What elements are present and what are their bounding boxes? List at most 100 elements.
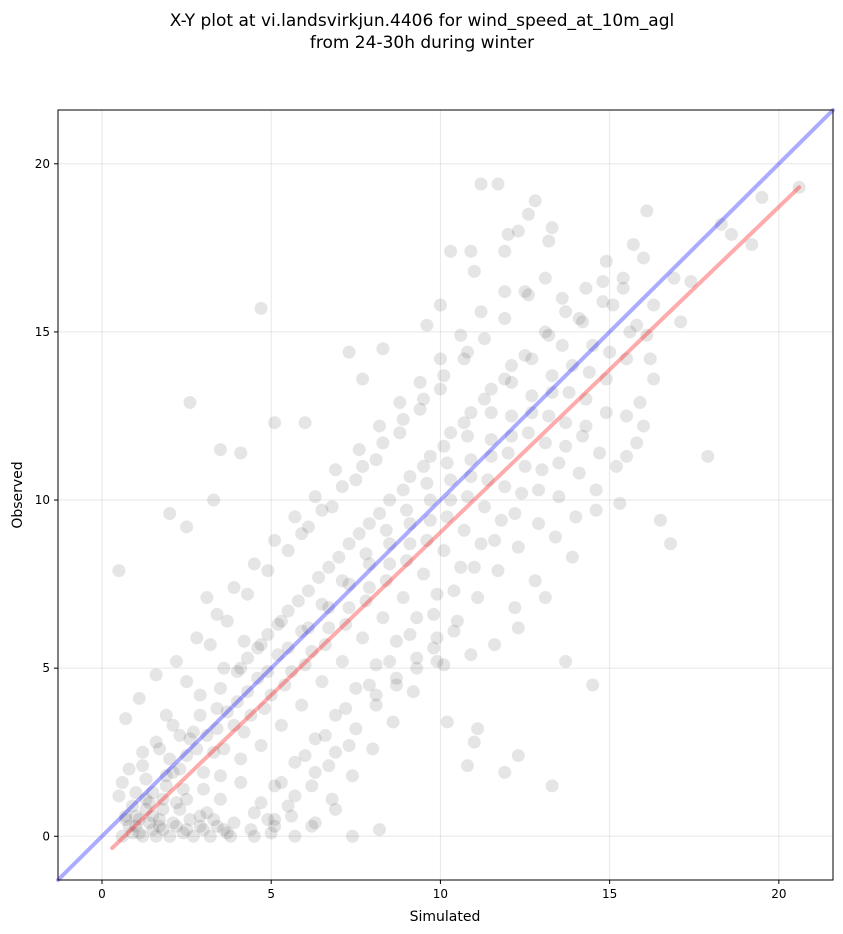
- scatter-point: [603, 345, 617, 359]
- scatter-point: [329, 463, 343, 477]
- scatter-point: [460, 429, 474, 443]
- scatter-point: [298, 658, 312, 672]
- scatter-point: [356, 459, 370, 473]
- scatter-point: [247, 557, 261, 571]
- scatter-point: [200, 806, 214, 820]
- scatter-point: [379, 523, 393, 537]
- scatter-point: [383, 654, 397, 668]
- scatter-point: [724, 227, 738, 241]
- scatter-point: [559, 654, 573, 668]
- scatter-point: [572, 311, 586, 325]
- scatter-point: [369, 688, 383, 702]
- scatter-point: [515, 486, 529, 500]
- scatter-point: [542, 409, 556, 423]
- scatter-point: [342, 537, 356, 551]
- scatter-point: [183, 732, 197, 746]
- scatter-point: [291, 594, 305, 608]
- scatter-point: [444, 426, 458, 440]
- scatter-point: [305, 779, 319, 793]
- scatter-point: [220, 614, 234, 628]
- scatter-point: [183, 396, 197, 410]
- scatter-point: [521, 207, 535, 221]
- scatter-point: [569, 510, 583, 524]
- scatter-point: [640, 204, 654, 218]
- scatter-point: [417, 567, 431, 581]
- scatter-point: [589, 503, 603, 517]
- scatter-point: [251, 671, 265, 685]
- scatter-point: [444, 244, 458, 258]
- scatter-point: [112, 564, 126, 578]
- scatter-point: [538, 436, 552, 450]
- scatter-point: [501, 446, 515, 460]
- scatter-point: [606, 298, 620, 312]
- scatter-point: [406, 685, 420, 699]
- scatter-point: [362, 678, 376, 692]
- scatter-point: [410, 611, 424, 625]
- y-axis-label: Observed: [10, 461, 26, 528]
- scatter-point: [217, 661, 231, 675]
- scatter-point: [203, 829, 217, 843]
- scatter-point: [599, 372, 613, 386]
- scatter-point: [274, 718, 288, 732]
- scatter-point: [308, 732, 322, 746]
- scatter-point: [548, 530, 562, 544]
- scatter-point: [352, 443, 366, 457]
- scatter-point: [667, 271, 681, 285]
- scatter-point: [339, 702, 353, 716]
- scatter-point: [484, 406, 498, 420]
- scatter-point: [119, 809, 133, 823]
- scatter-point: [227, 816, 241, 830]
- scatter-point: [349, 722, 363, 736]
- scatter-point: [356, 631, 370, 645]
- scatter-point: [288, 829, 302, 843]
- scatter-point: [349, 473, 363, 487]
- scatter-point: [264, 826, 278, 840]
- scatter-point: [325, 500, 339, 514]
- scatter-point: [217, 823, 231, 837]
- scatter-point: [674, 315, 688, 329]
- scatter-point: [281, 604, 295, 618]
- scatter-point: [125, 826, 139, 840]
- scatter-point: [488, 533, 502, 547]
- scatter-point: [545, 369, 559, 383]
- scatter-point: [532, 517, 546, 531]
- scatter-point: [288, 510, 302, 524]
- scatter-point: [352, 527, 366, 541]
- scatter-point: [281, 799, 295, 813]
- scatter-point: [169, 796, 183, 810]
- y-tick-label: 20: [35, 157, 50, 171]
- scatter-point: [166, 718, 180, 732]
- scatter-point: [298, 416, 312, 430]
- scatter-point: [498, 372, 512, 386]
- scatter-point: [305, 819, 319, 833]
- scatter-point: [254, 739, 268, 753]
- scatter-point: [623, 325, 637, 339]
- scatter-point: [278, 678, 292, 692]
- scatter-point: [498, 285, 512, 299]
- scatter-point: [454, 560, 468, 574]
- scatter-point: [210, 722, 224, 736]
- scatter-point: [193, 688, 207, 702]
- scatter-point: [430, 587, 444, 601]
- scatter-point: [200, 591, 214, 605]
- scatter-point: [504, 375, 518, 389]
- scatter-point: [122, 762, 136, 776]
- scatter-point: [552, 490, 566, 504]
- scatter-point: [403, 537, 417, 551]
- scatter-point: [136, 759, 150, 773]
- scatter-point: [261, 665, 275, 679]
- scatter-point: [345, 769, 359, 783]
- x-tick-label: 20: [771, 887, 786, 901]
- scatter-point: [396, 591, 410, 605]
- y-tick-label: 5: [42, 661, 50, 675]
- scatter-point: [213, 443, 227, 457]
- scatter-point: [339, 617, 353, 631]
- scatter-point: [504, 429, 518, 443]
- scatter-point: [474, 537, 488, 551]
- scatter-point: [518, 285, 532, 299]
- scatter-point: [234, 661, 248, 675]
- scatter-point: [308, 490, 322, 504]
- scatter-point: [633, 396, 647, 410]
- scatter-point: [457, 416, 471, 430]
- scatter-point: [244, 823, 258, 837]
